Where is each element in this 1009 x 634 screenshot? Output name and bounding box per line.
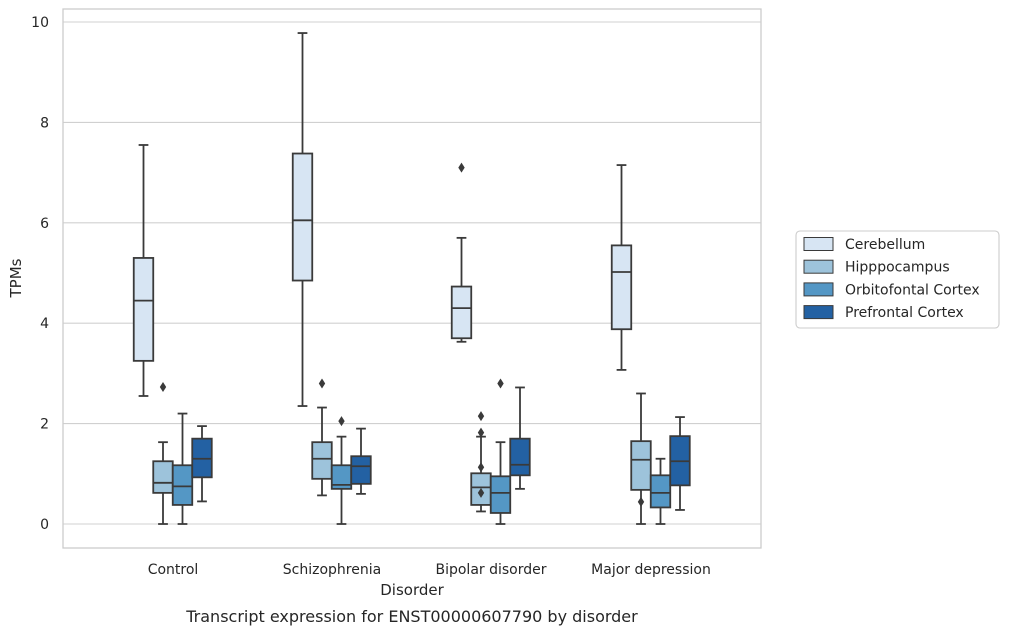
outlier-point bbox=[477, 427, 485, 438]
y-tick-label: 6 bbox=[40, 216, 49, 232]
series-cerebellum bbox=[132, 32, 633, 407]
y-tick-labels: 0 2 4 6 8 10 bbox=[31, 15, 49, 533]
legend-label: Prefrontal Cortex bbox=[845, 305, 964, 321]
box bbox=[330, 416, 353, 525]
legend-item: Cerebellum bbox=[803, 237, 925, 253]
series-orbitofontal-cortex bbox=[171, 378, 672, 525]
outlier-point bbox=[477, 462, 485, 473]
box bbox=[509, 386, 531, 490]
box bbox=[450, 162, 473, 343]
plot-area-frame bbox=[62, 8, 762, 549]
outlier-point bbox=[497, 378, 504, 389]
legend-frame bbox=[795, 230, 1000, 329]
y-tick-label: 8 bbox=[40, 115, 49, 131]
box bbox=[291, 32, 314, 407]
legend-swatch bbox=[803, 305, 834, 320]
legend-swatch bbox=[803, 282, 834, 297]
outlier-point bbox=[458, 162, 465, 173]
x-tick-label: Control bbox=[148, 562, 199, 578]
box bbox=[311, 378, 333, 497]
legend-label: Cerebellum bbox=[845, 237, 925, 253]
outlier-point bbox=[477, 411, 485, 422]
box-body bbox=[450, 285, 473, 340]
box-body bbox=[291, 152, 314, 282]
y-tick-label: 2 bbox=[40, 417, 49, 433]
legend-item: Prefrontal Cortex bbox=[803, 305, 964, 321]
box-body bbox=[350, 455, 372, 485]
box bbox=[132, 144, 155, 397]
box-body bbox=[171, 464, 194, 506]
legend-swatch bbox=[803, 237, 834, 251]
box-body bbox=[610, 244, 633, 331]
box-body bbox=[630, 440, 652, 491]
outlier-point bbox=[318, 378, 326, 389]
y-axis-label: TPMs bbox=[7, 258, 25, 298]
box-series bbox=[132, 32, 691, 525]
x-tick-label: Bipolar disorder bbox=[435, 562, 546, 578]
box bbox=[489, 378, 512, 525]
outlier-point bbox=[637, 496, 645, 507]
legend-item: Orbitofontal Cortex bbox=[803, 282, 980, 298]
box bbox=[630, 392, 652, 525]
y-tick-label: 10 bbox=[31, 15, 49, 31]
legend-swatch bbox=[803, 259, 834, 274]
box-body bbox=[489, 475, 512, 514]
box bbox=[171, 412, 194, 525]
outlier-point bbox=[159, 381, 167, 392]
box-body bbox=[152, 460, 174, 494]
box-body bbox=[509, 437, 531, 477]
outlier-point bbox=[477, 487, 485, 498]
y-tick-label: 0 bbox=[40, 517, 49, 533]
box bbox=[350, 427, 372, 495]
box bbox=[610, 164, 633, 371]
x-tick-label: Major depression bbox=[591, 562, 711, 578]
box bbox=[191, 425, 213, 503]
chart-caption: Transcript expression for ENST0000060779… bbox=[185, 607, 638, 626]
legend: Cerebellum Hipppocampus Orbitofontal Corte… bbox=[795, 230, 1000, 329]
box bbox=[470, 411, 492, 513]
box-body bbox=[649, 474, 672, 509]
box bbox=[669, 416, 691, 511]
x-tick-labels: Control Schizophrenia Bipolar disorder Majo… bbox=[148, 562, 711, 578]
box-body bbox=[132, 257, 155, 362]
box-body bbox=[311, 441, 333, 480]
x-axis-label: Disorder bbox=[380, 581, 444, 599]
legend-label: Orbitofontal Cortex bbox=[845, 282, 980, 298]
box bbox=[649, 457, 672, 525]
series-prefrontal-cortex bbox=[191, 386, 691, 511]
outlier-point bbox=[338, 416, 345, 427]
legend-label: Hipppocampus bbox=[845, 260, 950, 276]
x-tick-label: Schizophrenia bbox=[283, 562, 381, 578]
y-tick-label: 4 bbox=[40, 316, 49, 332]
legend-item: Hipppocampus bbox=[803, 259, 950, 276]
